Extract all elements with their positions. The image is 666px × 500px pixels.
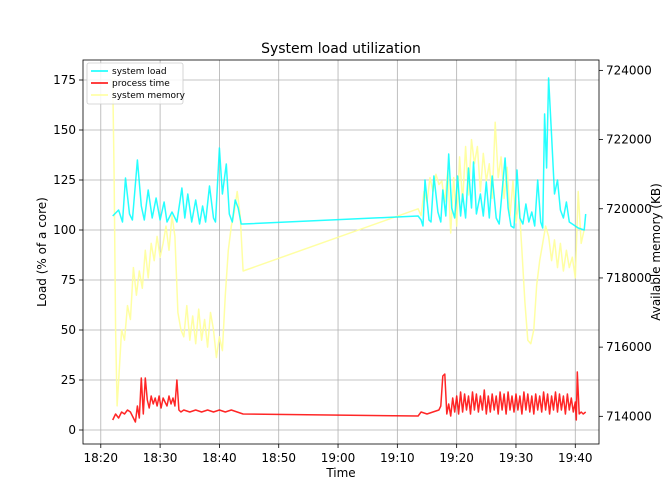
x-tick-label: 18:50 xyxy=(261,451,296,465)
x-tick-label: 18:30 xyxy=(143,451,178,465)
x-tick-label: 19:00 xyxy=(321,451,356,465)
x-tick-label: 18:20 xyxy=(83,451,118,465)
legend: system load process time system memory xyxy=(86,62,186,105)
grid xyxy=(83,60,599,444)
series-line-process-time xyxy=(112,371,587,423)
y-right-tick-label: 724000 xyxy=(606,63,652,77)
series-line-system-memory xyxy=(111,77,585,407)
x-tick-label: 19:10 xyxy=(380,451,415,465)
y-left-tick-label: 150 xyxy=(53,123,76,137)
legend-label-system-memory: system memory xyxy=(112,91,186,101)
x-axis-label: Time xyxy=(325,466,355,480)
y-left-tick-label: 75 xyxy=(61,273,76,287)
y-left-tick-label: 100 xyxy=(53,223,76,237)
y-axis-right-ticks: 714000 716000 718000 720000 722000 724000 xyxy=(599,63,652,423)
y-right-tick-label: 722000 xyxy=(606,133,652,147)
x-tick-label: 19:40 xyxy=(558,451,593,465)
y-right-tick-label: 716000 xyxy=(606,340,652,354)
y-right-tick-label: 720000 xyxy=(606,202,652,216)
y-left-tick-label: 25 xyxy=(61,373,76,387)
y-right-tick-label: 714000 xyxy=(606,409,652,423)
x-tick-label: 19:30 xyxy=(499,451,534,465)
y-left-tick-label: 175 xyxy=(53,73,76,87)
y-right-tick-label: 718000 xyxy=(606,271,652,285)
legend-label-system-load: system load xyxy=(112,67,167,77)
series-line-system-load xyxy=(112,77,587,231)
x-tick-label: 18:40 xyxy=(202,451,237,465)
y-axis-left-label: Load (% of a core) xyxy=(35,197,49,307)
y-left-tick-label: 0 xyxy=(68,423,76,437)
plot-lines xyxy=(111,77,587,423)
chart-title: System load utilization xyxy=(261,41,421,57)
y-axis-left-ticks: 0 25 50 75 100 125 150 175 xyxy=(53,73,83,437)
y-left-tick-label: 50 xyxy=(61,323,76,337)
x-axis-ticks: 18:20 18:30 18:40 18:50 19:00 19:10 19:20 19:30… xyxy=(83,444,593,465)
y-axis-right-label: Available memory (KB) xyxy=(649,183,663,321)
y-left-tick-label: 125 xyxy=(53,173,76,187)
plot-frame xyxy=(82,59,600,445)
legend-label-process-time: process time xyxy=(112,79,170,89)
legend-box xyxy=(86,62,184,105)
x-tick-label: 19:20 xyxy=(439,451,474,465)
